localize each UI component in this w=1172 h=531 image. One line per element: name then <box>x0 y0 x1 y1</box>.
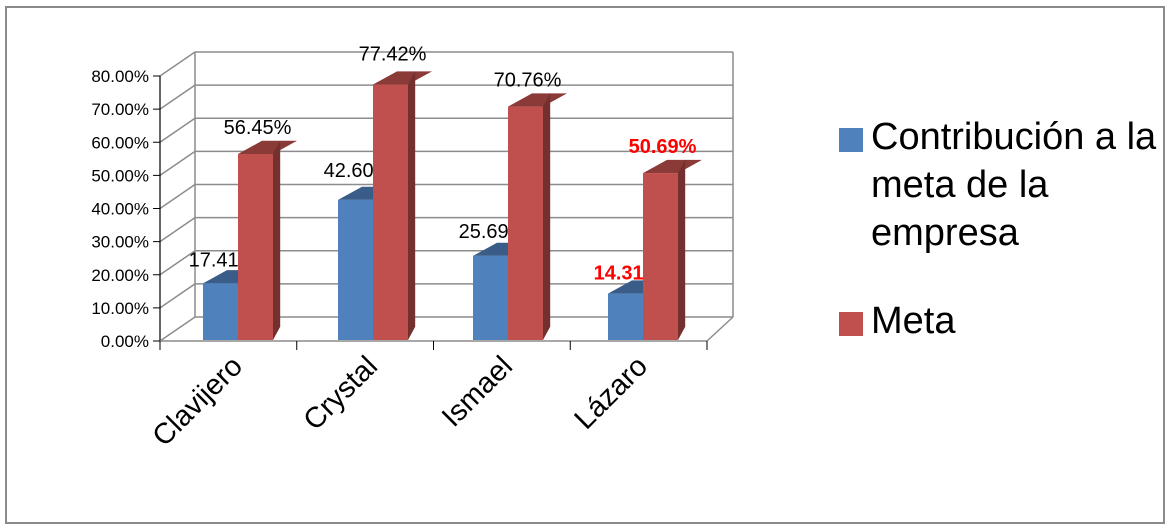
side-gridline <box>159 183 196 210</box>
bar-contribucion-clavijero <box>203 283 238 340</box>
y-tick-label: 50.00% <box>91 166 149 185</box>
bar-top-lázaro <box>643 159 702 174</box>
bar-meta-clavijero <box>238 154 273 340</box>
bar-top-clavijero <box>238 140 297 155</box>
y-tick-label: 70.00% <box>91 100 149 119</box>
legend: Contribución a la meta de la empresa Met… <box>833 113 1163 385</box>
data-label-meta-ismael: 70.76% <box>494 70 562 92</box>
y-tick-label: 20.00% <box>91 266 149 285</box>
side-gridline <box>159 150 196 176</box>
legend-item-contribucion: Contribución a la meta de la empresa <box>833 113 1163 257</box>
x-category-label-clavijero: Clavijero <box>147 350 249 452</box>
data-label-meta-lázaro: 50.69% <box>629 136 697 158</box>
floor-side-edge <box>706 316 734 342</box>
y-tick-label: 0.00% <box>101 332 149 351</box>
y-tick-label: 80.00% <box>91 67 149 86</box>
side-gridline <box>159 84 196 110</box>
side-gridline <box>159 316 196 342</box>
data-label-meta-crystal: 77.42% <box>359 44 427 66</box>
x-category-label-lázaro: Lázaro <box>569 350 654 435</box>
side-gridline <box>159 51 196 77</box>
bar-contribucion-ismael <box>473 255 508 340</box>
side-gridline <box>159 117 196 143</box>
bar-meta-crystal <box>373 84 408 340</box>
data-label-meta-clavijero: 56.45% <box>224 117 292 139</box>
y-tick-label: 30.00% <box>91 233 149 252</box>
side-gridline <box>159 250 196 276</box>
legend-label-meta: Meta <box>871 300 956 342</box>
bar-side-lázaro <box>678 159 686 340</box>
legend-swatch-meta <box>839 312 863 336</box>
bar-side-ismael <box>543 93 551 340</box>
bar-contribucion-crystal <box>338 199 373 340</box>
bar-top-ismael <box>508 93 567 107</box>
bar-side-crystal <box>408 71 416 340</box>
bar-chart: 0.00% 10.00% 20.00% 30.00% 40.00% 50.00% 60.00… <box>91 44 734 453</box>
bar-meta-lázaro <box>643 173 678 340</box>
legend-item-meta: Meta <box>833 297 1163 345</box>
bar-contribucion-lázaro <box>608 293 643 340</box>
bar-side-clavijero <box>273 140 281 340</box>
legend-swatch-contribucion <box>839 128 863 152</box>
bar-meta-ismael <box>508 106 543 340</box>
x-category-label-ismael: Ismael <box>436 350 519 433</box>
chart-frame: 0.00% 10.00% 20.00% 30.00% 40.00% 50.00% 60.00… <box>5 6 1165 524</box>
y-tick-label: 60.00% <box>91 133 149 152</box>
side-gridline <box>159 283 196 309</box>
y-tick-label: 10.00% <box>91 299 149 318</box>
bar-top-crystal <box>373 71 432 85</box>
x-category-label-crystal: Crystal <box>298 350 384 436</box>
side-gridline <box>159 217 196 243</box>
y-tick-label: 40.00% <box>91 200 149 219</box>
legend-label-contribucion: Contribución a la meta de la empresa <box>871 116 1157 254</box>
